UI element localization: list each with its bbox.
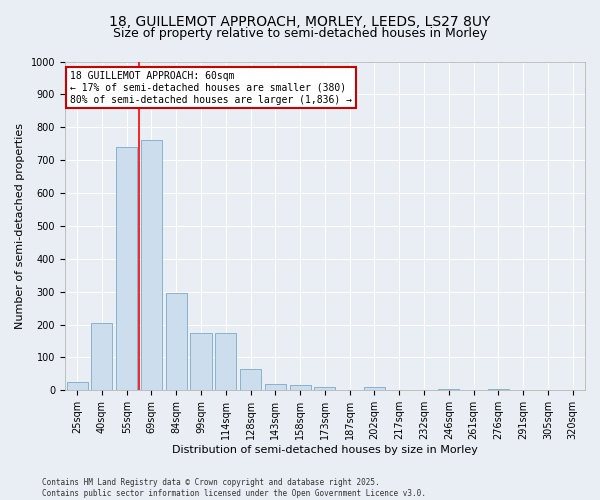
Bar — [190, 333, 212, 390]
Text: 18, GUILLEMOT APPROACH, MORLEY, LEEDS, LS27 8UY: 18, GUILLEMOT APPROACH, MORLEY, LEEDS, L… — [109, 15, 491, 29]
Bar — [364, 387, 385, 390]
X-axis label: Distribution of semi-detached houses by size in Morley: Distribution of semi-detached houses by … — [172, 445, 478, 455]
Bar — [116, 147, 137, 390]
Bar — [438, 388, 459, 390]
Bar — [67, 382, 88, 390]
Bar — [314, 387, 335, 390]
Bar — [215, 333, 236, 390]
Bar — [240, 369, 261, 390]
Bar — [290, 386, 311, 390]
Bar — [166, 294, 187, 390]
Bar — [91, 323, 112, 390]
Y-axis label: Number of semi-detached properties: Number of semi-detached properties — [15, 123, 25, 329]
Bar — [265, 384, 286, 390]
Bar — [141, 140, 162, 390]
Text: Contains HM Land Registry data © Crown copyright and database right 2025.
Contai: Contains HM Land Registry data © Crown c… — [42, 478, 426, 498]
Text: 18 GUILLEMOT APPROACH: 60sqm
← 17% of semi-detached houses are smaller (380)
80%: 18 GUILLEMOT APPROACH: 60sqm ← 17% of se… — [70, 72, 352, 104]
Bar — [488, 388, 509, 390]
Text: Size of property relative to semi-detached houses in Morley: Size of property relative to semi-detach… — [113, 28, 487, 40]
